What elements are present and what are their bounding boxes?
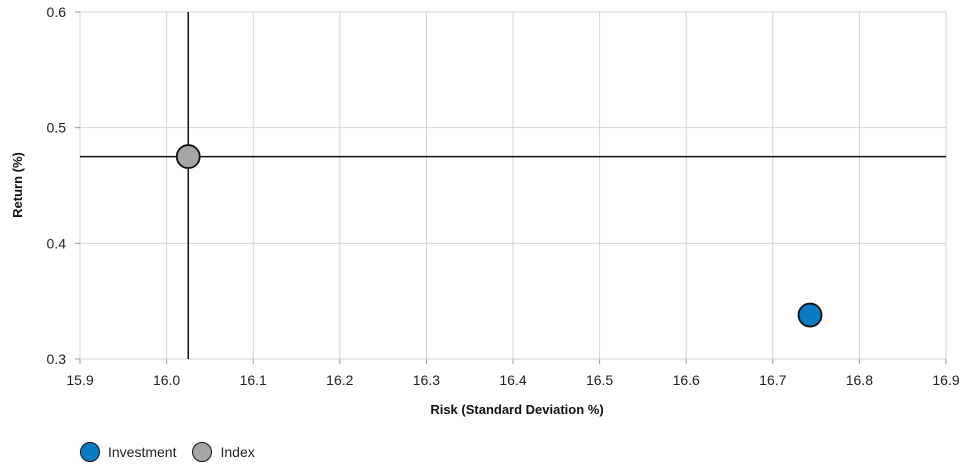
y-axis-ticks: 0.3 0.4 0.5 0.6 (47, 4, 80, 367)
x-tick-label: 16.4 (499, 372, 526, 388)
legend-label-index: Index (220, 444, 255, 460)
x-tick-label: 16.8 (846, 372, 873, 388)
legend-swatch-investment (80, 442, 100, 462)
legend-item-investment[interactable]: Investment (80, 442, 176, 462)
index-crosshair (80, 12, 946, 359)
y-tick-label: 0.4 (47, 235, 67, 251)
data-points (175, 144, 823, 328)
legend-swatch-index (192, 442, 213, 462)
point-investment[interactable] (797, 302, 823, 328)
x-tick-label: 16.7 (759, 372, 786, 388)
x-tick-label: 16.1 (240, 372, 267, 388)
x-tick-label: 15.9 (66, 372, 93, 388)
x-tick-label: 16.5 (586, 372, 613, 388)
y-tick-label: 0.5 (47, 120, 67, 136)
scatter-plot: 15.9 16.0 16.1 16.2 16.3 16.4 16.5 16.6 16.7 16.8… (10, 4, 960, 417)
x-axis-title: Risk (Standard Deviation %) (430, 402, 603, 417)
point-index[interactable] (175, 144, 201, 169)
x-tick-label: 16.2 (326, 372, 353, 388)
x-tick-label: 16.0 (153, 372, 180, 388)
y-tick-label: 0.6 (47, 4, 67, 20)
legend: Investment Index (80, 442, 271, 462)
x-tick-label: 16.6 (673, 372, 700, 388)
y-axis-title: Return (%) (10, 152, 25, 218)
y-tick-label: 0.3 (47, 351, 67, 367)
x-tick-label: 16.3 (413, 372, 440, 388)
legend-item-index[interactable]: Index (192, 442, 255, 462)
x-tick-label: 16.9 (932, 372, 959, 388)
x-axis-ticks: 15.9 16.0 16.1 16.2 16.3 16.4 16.5 16.6 16.7 16.8… (66, 359, 960, 388)
legend-label-investment: Investment (108, 444, 177, 460)
